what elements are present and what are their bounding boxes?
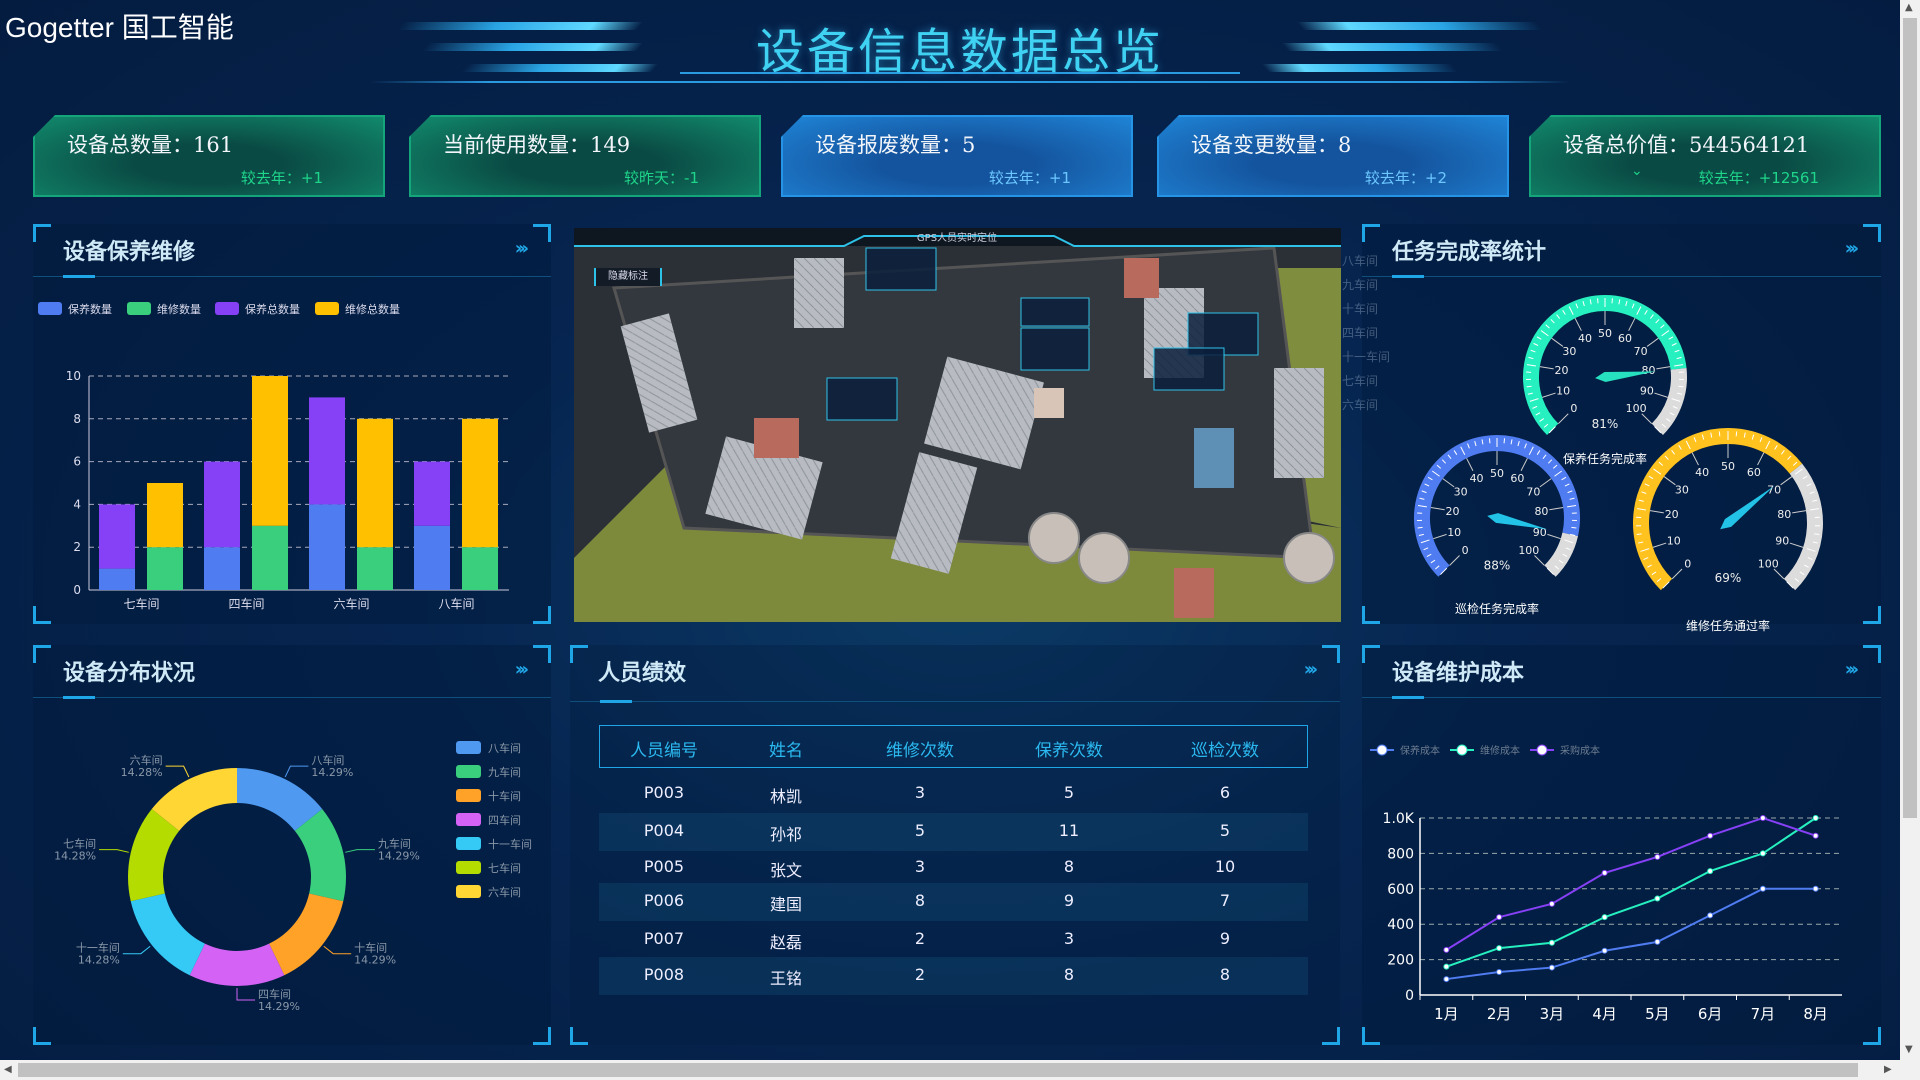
chevron-double-right-icon[interactable]: ››› — [514, 659, 529, 680]
ghost-item: 四车间 — [1342, 326, 1379, 340]
table-cell: 9 — [1219, 929, 1231, 948]
table-cell: 张文 — [769, 861, 803, 880]
table-cell: 林凯 — [769, 787, 803, 806]
kpi-card[interactable]: 当前使用数量：149 较昨天：-1 — [409, 115, 761, 197]
ghost-item: 九车间 — [1342, 278, 1379, 292]
scroll-down-icon[interactable]: ▼ — [1905, 1044, 1913, 1055]
column-header: 保养次数 — [1035, 741, 1103, 761]
ghost-item: 十一车间 — [1342, 350, 1391, 364]
kpi-label: 当前使用数量：149 — [443, 133, 631, 157]
table-row[interactable]: P005 张文 3 8 10 — [599, 849, 1308, 887]
factory-3d-scene: GPS人员实时定位 — [574, 228, 1341, 622]
kpi-card[interactable]: 设备报废数量：5 较去年：+1 — [781, 115, 1133, 197]
hide-labels-button[interactable]: 隐藏标注 — [594, 268, 662, 286]
kpi-compare: 较去年：+1 — [988, 169, 1071, 187]
scroll-right-icon[interactable]: ▶ — [1884, 1064, 1892, 1075]
table-cell: 5 — [1063, 783, 1075, 802]
ghost-item: 六车间 — [1342, 398, 1379, 412]
horizontal-scrollbar-thumb[interactable] — [18, 1063, 1858, 1077]
scroll-up-icon[interactable]: ▲ — [1905, 2, 1913, 13]
table-cell: 8 — [1063, 857, 1075, 876]
tasks-panel: 任务完成率统计 ››› — [1362, 224, 1881, 624]
table-cell: 孙祁 — [769, 825, 803, 844]
ghost-item: 十车间 — [1342, 302, 1379, 316]
kpi-card[interactable]: 设备变更数量：8 较去年：+2 — [1157, 115, 1509, 197]
panel-title: 人员绩效 — [598, 661, 687, 686]
panel-title: 设备维护成本 — [1392, 661, 1525, 686]
corner-accent-icon — [35, 117, 51, 133]
table-cell: 赵磊 — [769, 933, 803, 952]
kpi-compare: 较去年：+12561 — [1698, 169, 1819, 187]
corner-accent-icon — [783, 117, 799, 133]
table-cell: 10 — [1214, 857, 1236, 876]
table-cell: P007 — [643, 929, 685, 948]
distribution-panel: 设备分布状况 ››› — [33, 645, 551, 1045]
chevron-down-icon: ⌄ — [1631, 163, 1643, 179]
table-cell: P008 — [643, 965, 685, 984]
table-cell: 5 — [914, 821, 926, 840]
panel-title: 任务完成率统计 — [1392, 240, 1547, 265]
corner-accent-icon — [1531, 117, 1547, 133]
logo: Gogetter 国工智能 — [5, 12, 234, 43]
table-cell: 2 — [914, 965, 926, 984]
staff-panel: 人员绩效 ››› 人员编号 姓名 维修次数 保养次数 巡检次数 P003 林凯 3 5 6 P00… — [570, 645, 1340, 1045]
kpi-label: 设备总数量：161 — [67, 133, 234, 157]
column-header: 人员编号 — [630, 741, 698, 761]
table-cell: 3 — [914, 857, 926, 876]
kpi-compare: 较昨天：-1 — [624, 169, 699, 187]
cost-panel: 设备维护成本 ››› — [1362, 645, 1881, 1045]
ghost-item: 八车间 — [1342, 254, 1379, 268]
chevron-double-right-icon[interactable]: ››› — [1844, 659, 1859, 680]
table-cell: 3 — [914, 783, 926, 802]
chevron-double-right-icon[interactable]: ››› — [1303, 659, 1318, 680]
table-header: 人员编号 姓名 维修次数 保养次数 巡检次数 — [599, 725, 1308, 768]
page-title: 设备信息数据总览 — [755, 24, 1164, 80]
table-cell: P006 — [643, 891, 685, 910]
chevron-double-right-icon[interactable]: ››› — [514, 238, 529, 259]
kpi-label: 设备报废数量：5 — [815, 133, 976, 157]
column-header: 巡检次数 — [1191, 741, 1259, 761]
table-cell: P004 — [643, 821, 685, 840]
table-row[interactable]: P003 林凯 3 5 6 — [599, 775, 1308, 813]
table-cell: P005 — [643, 857, 685, 876]
kpi-card[interactable]: 设备总数量：161 较去年：+1 — [33, 115, 385, 197]
chevron-double-right-icon[interactable]: ››› — [1844, 238, 1859, 259]
table-cell: 6 — [1219, 783, 1231, 802]
table-row[interactable]: P004 孙祁 5 11 5 — [599, 813, 1308, 851]
table-cell: 9 — [1063, 891, 1075, 910]
maintenance-panel: 设备保养维修 ››› — [33, 224, 551, 624]
scroll-left-icon[interactable]: ◀ — [4, 1064, 12, 1075]
vertical-scrollbar-thumb[interactable] — [1903, 18, 1917, 818]
table-cell: 11 — [1058, 821, 1080, 840]
column-header: 姓名 — [769, 741, 803, 761]
table-cell: 8 — [914, 891, 926, 910]
table-cell: 王铭 — [769, 969, 803, 988]
table-row[interactable]: P008 王铭 2 8 8 — [599, 957, 1308, 995]
kpi-compare: 较去年：+2 — [1364, 169, 1447, 187]
corner-accent-icon — [411, 117, 427, 133]
kpi-label: 设备总价值：544564121 — [1563, 133, 1810, 157]
column-header: 维修次数 — [886, 741, 954, 761]
table-row[interactable]: P007 赵磊 2 3 9 — [599, 921, 1308, 959]
corner-accent-icon — [1159, 117, 1175, 133]
gps-3d-map[interactable]: GPS人员实时定位 隐藏标注 — [574, 228, 1341, 622]
kpi-card[interactable]: 设备总价值：544564121 较去年：+12561 ⌄ — [1529, 115, 1881, 197]
panel-title: 设备分布状况 — [63, 661, 196, 686]
panel-title: 设备保养维修 — [63, 240, 196, 265]
ghost-item: 七车间 — [1342, 374, 1379, 388]
table-row[interactable]: P006 建国 8 9 7 — [599, 883, 1308, 921]
table-cell: 7 — [1219, 891, 1231, 910]
table-cell: 2 — [914, 929, 926, 948]
table-cell: 8 — [1219, 965, 1231, 984]
kpi-compare: 较去年：+1 — [240, 169, 323, 187]
table-cell: 3 — [1063, 929, 1075, 948]
table-cell: 8 — [1063, 965, 1075, 984]
kpi-label: 设备变更数量：8 — [1191, 133, 1352, 157]
map-header: GPS人员实时定位 — [917, 231, 997, 244]
table-cell: 建国 — [769, 895, 803, 914]
table-cell: 5 — [1219, 821, 1231, 840]
table-cell: P003 — [643, 783, 685, 802]
